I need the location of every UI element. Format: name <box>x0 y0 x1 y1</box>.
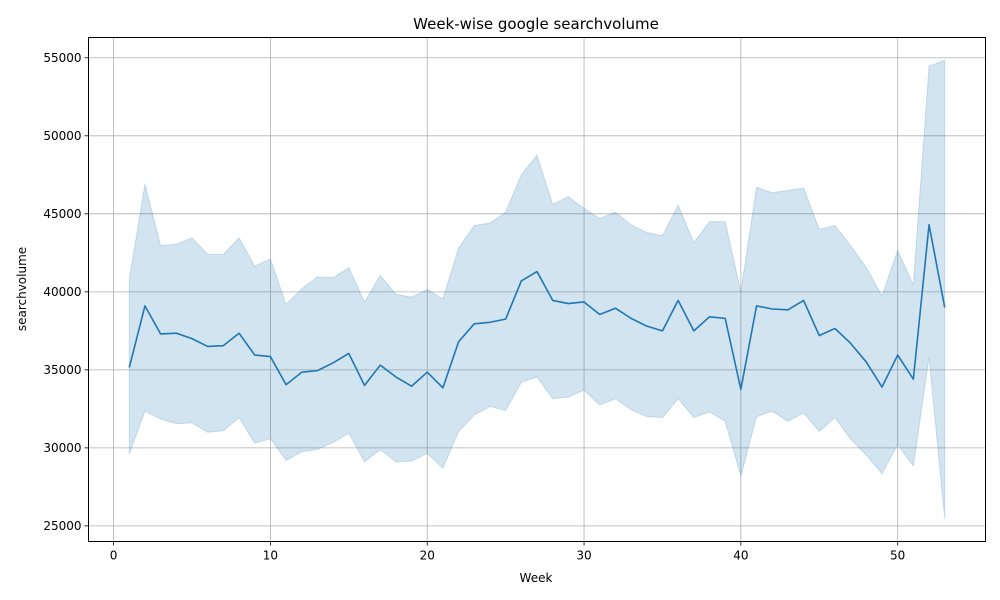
x-tick-label: 30 <box>576 549 591 563</box>
x-tick-label: 0 <box>110 549 118 563</box>
mean-line <box>128 223 946 391</box>
y-tick-label: 50000 <box>43 129 81 143</box>
y-tick-label: 35000 <box>43 363 81 377</box>
x-tick-label: 50 <box>890 549 905 563</box>
confidence-band <box>128 59 946 519</box>
y-tick-label: 40000 <box>43 285 81 299</box>
x-axis-label: Week <box>520 571 553 585</box>
confidence-band-area <box>128 59 946 519</box>
y-tick-label: 25000 <box>43 519 81 533</box>
x-tick-label: 40 <box>733 549 748 563</box>
x-tick-label: 20 <box>420 549 435 563</box>
series-line <box>128 223 946 391</box>
x-axis-ticks: 0 10 20 30 40 50 <box>110 541 905 563</box>
y-tick-label: 30000 <box>43 441 81 455</box>
chart-title: Week-wise google searchvolume <box>413 15 659 33</box>
y-tick-label: 45000 <box>43 207 81 221</box>
plot-frame <box>88 37 986 542</box>
grid-lines <box>88 37 986 542</box>
y-axis-label: searchvolume <box>15 247 29 331</box>
y-tick-label: 55000 <box>43 51 81 65</box>
x-tick-label: 10 <box>263 549 278 563</box>
y-axis-ticks: 25000 30000 35000 40000 45000 50000 55000 <box>43 51 89 533</box>
